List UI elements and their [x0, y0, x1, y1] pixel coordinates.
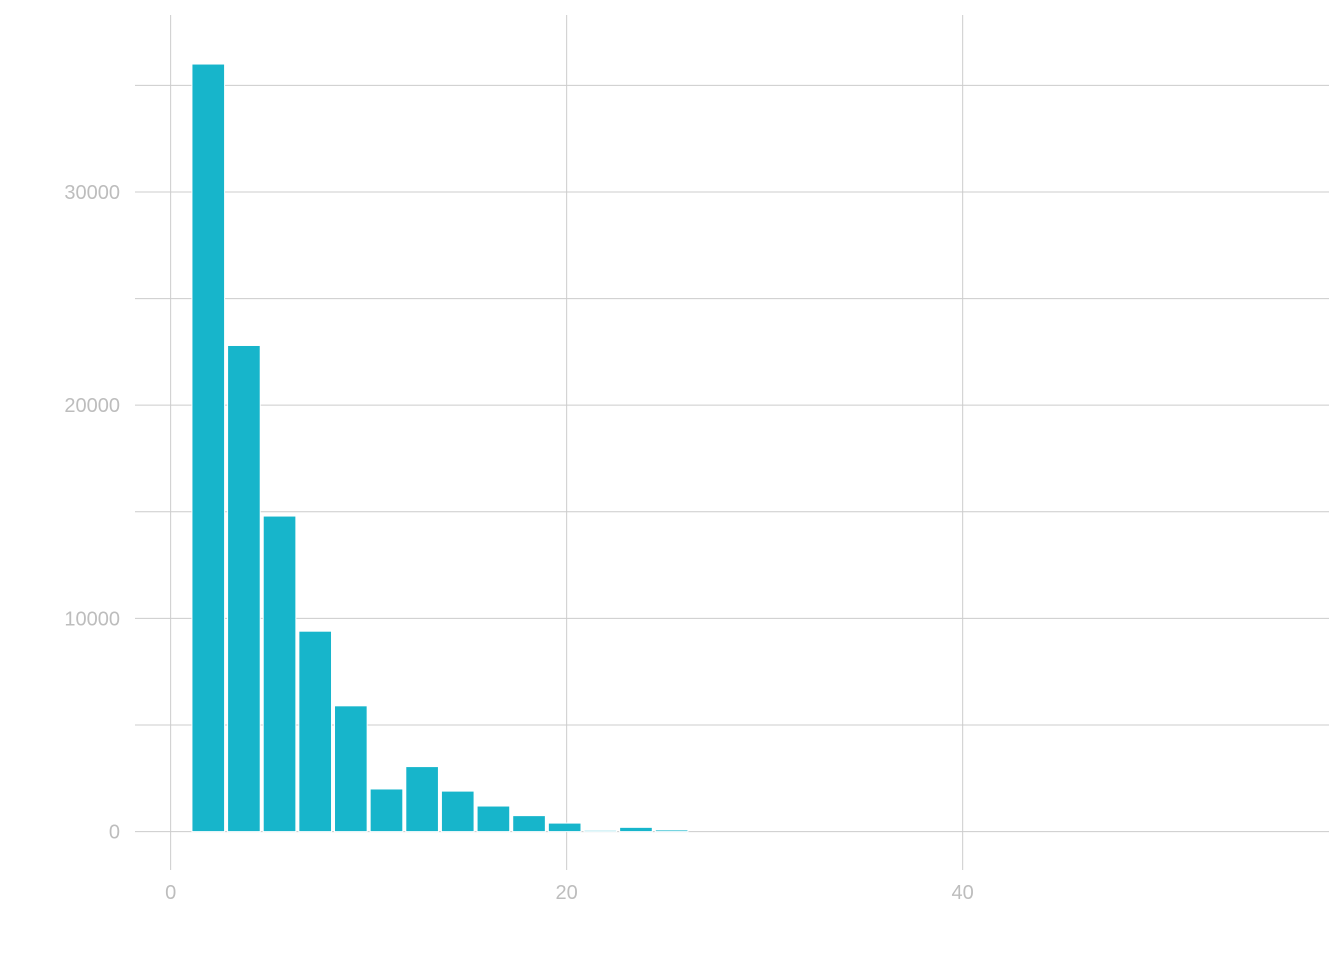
- histogram-bar: [440, 790, 475, 833]
- histogram-bar: [227, 344, 261, 833]
- histogram-bar: [298, 630, 333, 833]
- histogram-bar: [619, 826, 653, 833]
- histogram-bar: [583, 829, 618, 833]
- histogram-bar: [262, 515, 297, 833]
- histogram-bar: [512, 815, 546, 833]
- histogram-bar: [654, 829, 689, 833]
- histogram-bar: [369, 788, 404, 833]
- y-tick-label: 10000: [64, 608, 120, 630]
- x-axis-tick-labels: 0 20 40: [165, 882, 974, 904]
- histogram-bar: [334, 705, 368, 833]
- histogram-bar: [405, 766, 439, 833]
- bars-layer: [191, 63, 689, 833]
- histogram-bar: [476, 805, 511, 833]
- histogram-bar: [547, 822, 582, 833]
- y-axis-tick-labels: 0 10000 20000 30000: [64, 182, 120, 844]
- x-tick-label: 40: [952, 882, 974, 904]
- x-tick-label: 20: [556, 882, 578, 904]
- y-tick-label: 30000: [64, 182, 120, 204]
- histogram-bar: [191, 63, 226, 833]
- y-tick-label: 20000: [64, 395, 120, 417]
- x-tick-label: 0: [165, 882, 176, 904]
- y-tick-label: 0: [109, 822, 120, 844]
- grid-layer: [135, 15, 1329, 870]
